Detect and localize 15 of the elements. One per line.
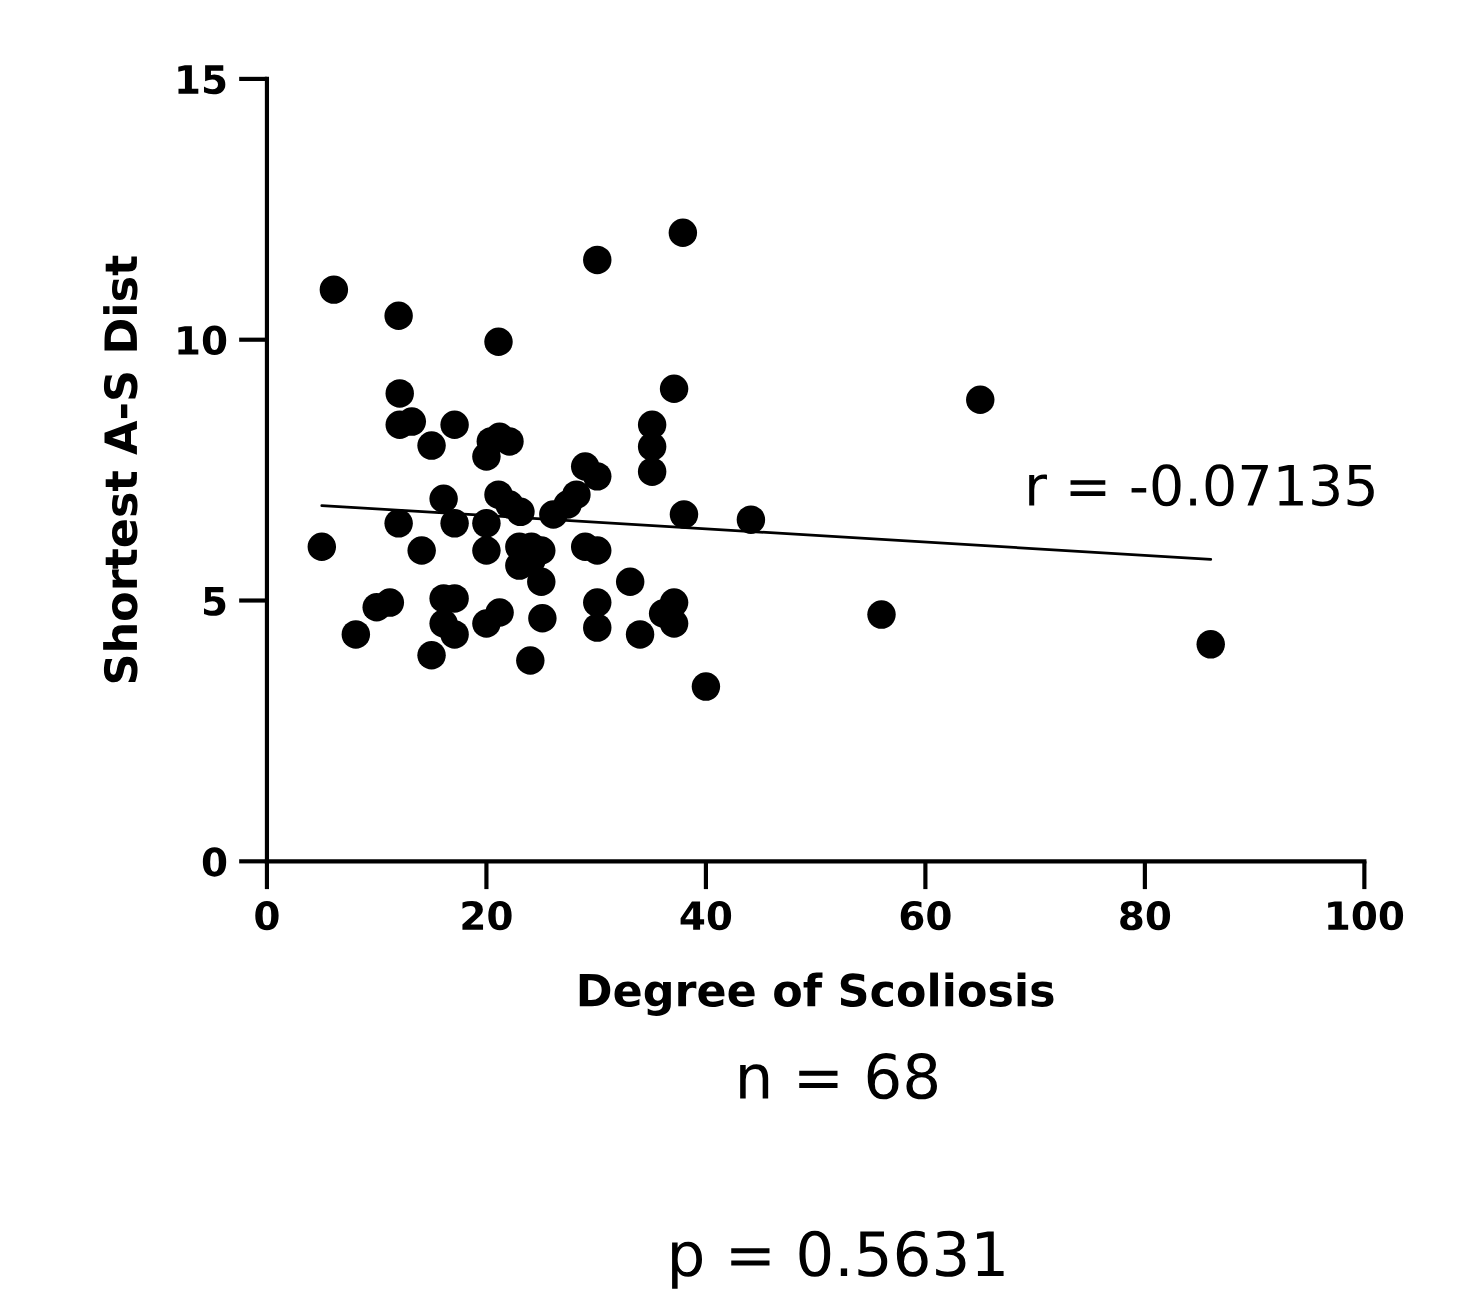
x-tick-label: 60 [900,900,951,931]
text: n = 68 [740,1053,937,1100]
y-tick-label: 5 [203,586,226,616]
x-tick-label: 20 [462,900,512,931]
x-tick-label: 0 [255,900,279,931]
x-axis-title: Degree of Scoliosis [579,972,1054,1016]
x-tick-label: 40 [680,900,732,931]
x-tick-label: 80 [1120,900,1171,931]
y-tick-label: 10 [178,325,227,356]
y-tick-label: 15 [178,65,226,95]
x-tick-label: 100 [1328,900,1404,931]
y-axis-title: Shortest A-S Dist [103,255,138,683]
y-tick-label: 0 [202,847,227,877]
text: p = 0.5631 [672,1230,1004,1289]
annotation: r = -0.07135 [1029,464,1374,507]
